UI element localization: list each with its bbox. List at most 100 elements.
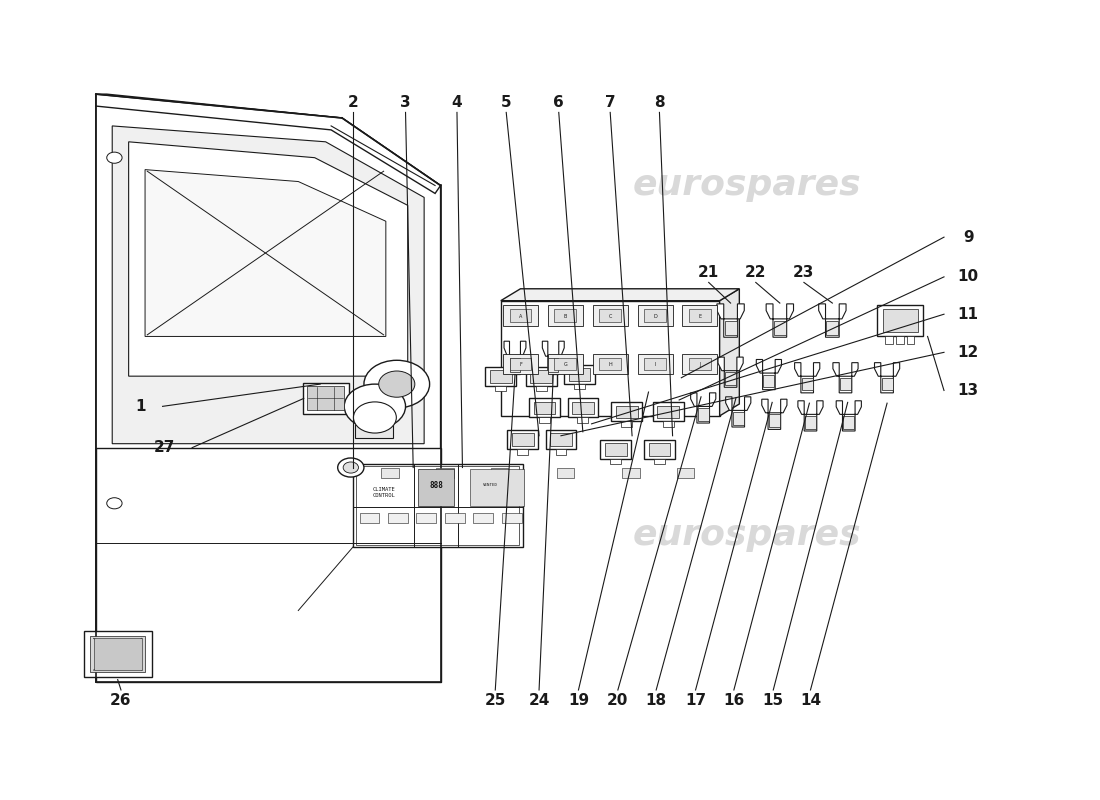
Polygon shape [96, 448, 441, 682]
Text: J: J [700, 362, 701, 367]
Bar [90, 636, 145, 673]
Bar [517, 450, 528, 454]
Bar [725, 372, 736, 385]
Text: 13: 13 [957, 383, 979, 398]
Bar [682, 306, 717, 326]
Text: I: I [654, 362, 656, 367]
Polygon shape [836, 401, 861, 431]
Bar [548, 306, 583, 326]
Bar [360, 513, 379, 523]
Bar [509, 358, 531, 370]
Bar [689, 358, 711, 370]
Text: 20: 20 [607, 693, 628, 708]
Text: 22: 22 [745, 266, 767, 280]
Bar [437, 468, 453, 478]
Text: eurospares: eurospares [632, 169, 861, 202]
Bar [623, 468, 640, 478]
Bar [882, 309, 917, 333]
Bar [877, 305, 923, 337]
Bar [534, 402, 556, 414]
Bar [510, 358, 520, 372]
Bar [564, 365, 595, 384]
Polygon shape [504, 342, 526, 374]
Bar [881, 378, 892, 390]
Text: 23: 23 [793, 266, 815, 280]
Bar [697, 408, 708, 421]
Text: E: E [698, 314, 702, 319]
Polygon shape [726, 397, 751, 427]
Text: 14: 14 [800, 693, 821, 708]
Bar [638, 306, 672, 326]
Text: 8: 8 [654, 94, 664, 110]
Circle shape [107, 152, 122, 163]
Bar [725, 321, 737, 334]
Bar [444, 513, 464, 523]
Text: 16: 16 [723, 693, 745, 708]
Text: F: F [519, 362, 521, 367]
Bar [601, 440, 631, 458]
Text: 17: 17 [685, 693, 706, 708]
Text: 2: 2 [348, 94, 359, 110]
Text: A: A [519, 314, 522, 319]
Bar [554, 358, 576, 370]
Bar [353, 463, 522, 547]
Text: 15: 15 [762, 693, 784, 708]
Bar [418, 469, 454, 506]
Bar [649, 443, 670, 456]
Text: 4: 4 [452, 94, 462, 110]
Bar [844, 416, 855, 429]
Text: G: G [563, 362, 568, 367]
Bar [509, 310, 531, 322]
Bar [568, 398, 598, 418]
Bar [84, 631, 152, 678]
Circle shape [344, 384, 406, 429]
Bar [495, 386, 506, 391]
Polygon shape [833, 362, 858, 393]
Bar [600, 358, 621, 370]
Bar [569, 368, 591, 381]
Text: eurospares: eurospares [97, 518, 324, 552]
Bar [612, 402, 642, 422]
Text: 24: 24 [528, 693, 550, 708]
Bar [621, 422, 632, 426]
Bar [550, 434, 572, 446]
Text: 10: 10 [957, 270, 979, 284]
Bar [906, 337, 914, 344]
Polygon shape [818, 304, 846, 338]
Text: 9: 9 [962, 230, 974, 245]
Polygon shape [719, 289, 739, 416]
Bar [733, 412, 744, 425]
Bar [356, 466, 519, 545]
Bar [884, 337, 892, 344]
Bar [638, 354, 672, 374]
Text: 25: 25 [485, 693, 506, 708]
Bar [658, 406, 679, 418]
Bar [557, 468, 574, 478]
Polygon shape [798, 401, 823, 431]
Bar [549, 358, 558, 372]
Text: eurospares: eurospares [632, 518, 861, 552]
Polygon shape [717, 304, 745, 338]
Bar [763, 374, 774, 387]
Polygon shape [767, 304, 793, 338]
Text: 3: 3 [400, 94, 410, 110]
Bar [593, 306, 628, 326]
Bar [302, 383, 349, 414]
Bar [539, 418, 550, 423]
Bar [769, 414, 780, 427]
Bar [676, 468, 694, 478]
Text: D: D [653, 314, 657, 319]
Polygon shape [112, 126, 425, 444]
Text: eurospares: eurospares [97, 169, 324, 202]
Bar [682, 354, 717, 374]
Bar [355, 402, 394, 438]
Polygon shape [96, 94, 441, 682]
Polygon shape [757, 359, 781, 390]
Polygon shape [762, 399, 786, 430]
Bar [307, 386, 344, 410]
Text: 7: 7 [605, 94, 616, 110]
Text: 26: 26 [110, 693, 132, 708]
Text: 21: 21 [698, 266, 719, 280]
Bar [826, 321, 838, 334]
Bar [805, 416, 816, 429]
